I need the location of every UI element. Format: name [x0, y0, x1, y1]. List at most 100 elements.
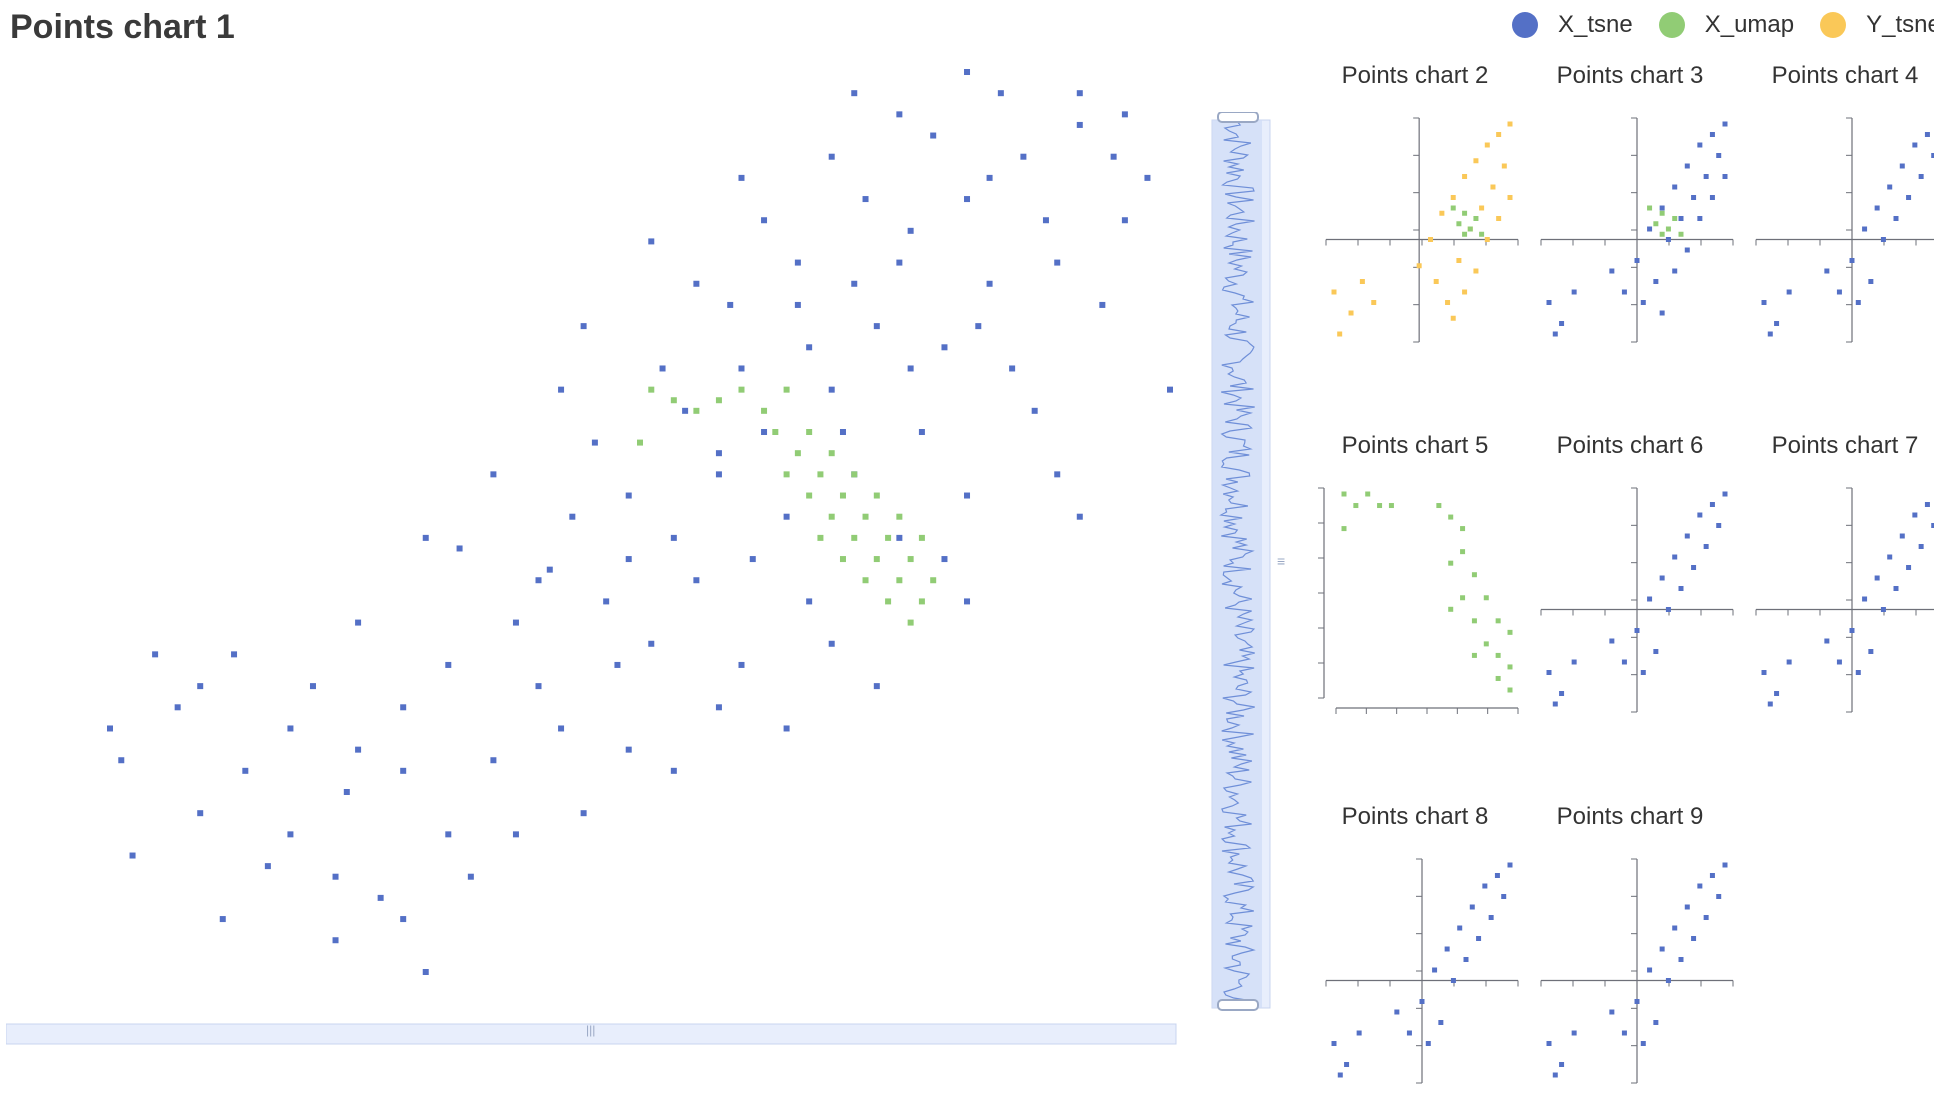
legend-item-y-tsne[interactable]: Y_tsne: [1820, 11, 1934, 39]
data-point: [1559, 321, 1564, 326]
data-point: [1508, 630, 1513, 635]
thumbnail-chart-7[interactable]: Points chart 7: [1740, 432, 1934, 732]
data-point: [964, 598, 970, 604]
data-point: [817, 471, 823, 477]
vertical-datazoom-slider[interactable]: ≡: [1208, 112, 1288, 1012]
data-point: [1837, 660, 1842, 665]
data-point: [1672, 926, 1677, 931]
series-x-umap: [1342, 492, 1513, 693]
data-point: [1679, 586, 1684, 591]
data-point: [513, 831, 519, 837]
vertical-datazoom-handle-bottom[interactable]: [1218, 1000, 1258, 1010]
data-point: [784, 725, 790, 731]
data-point: [964, 69, 970, 75]
data-point: [648, 238, 654, 244]
data-point: [908, 556, 914, 562]
data-point: [287, 725, 293, 731]
data-point: [1077, 122, 1083, 128]
thumbnail-title: Points chart 8: [1310, 803, 1520, 831]
axes: [1318, 488, 1518, 714]
data-point: [1691, 195, 1696, 200]
data-point: [829, 641, 835, 647]
data-point: [1122, 111, 1128, 117]
main-scatter-chart[interactable]: [0, 50, 1190, 1020]
data-point: [547, 567, 553, 573]
data-point: [1697, 143, 1702, 148]
thumbnail-chart-3[interactable]: Points chart 3: [1525, 62, 1735, 362]
data-point: [919, 598, 925, 604]
vertical-datazoom-grip-icon[interactable]: ≡: [1277, 553, 1285, 569]
data-point: [1432, 968, 1437, 973]
data-point: [1925, 132, 1930, 137]
data-point: [784, 471, 790, 477]
data-point: [1906, 195, 1911, 200]
thumbnail-chart-5[interactable]: Points chart 5: [1310, 432, 1520, 732]
data-point: [1919, 544, 1924, 549]
data-point: [1553, 1073, 1558, 1078]
data-point: [1451, 195, 1456, 200]
data-point: [930, 577, 936, 583]
thumbnail-chart-2[interactable]: Points chart 2: [1310, 62, 1520, 362]
thumbnail-chart-8[interactable]: Points chart 8: [1310, 803, 1520, 1103]
data-point: [1479, 206, 1484, 211]
data-point: [1496, 653, 1501, 658]
data-point: [738, 365, 744, 371]
data-point: [829, 387, 835, 393]
data-point: [1710, 502, 1715, 507]
data-point: [1438, 1020, 1443, 1025]
data-point: [603, 598, 609, 604]
data-point: [1508, 122, 1513, 127]
data-point: [1020, 154, 1026, 160]
thumbnail-scatter-5: [1310, 474, 1520, 724]
data-point: [1360, 279, 1365, 284]
axes: [1541, 118, 1733, 342]
data-point: [1647, 597, 1652, 602]
thumbnail-chart-6[interactable]: Points chart 6: [1525, 432, 1735, 732]
data-point: [829, 154, 835, 160]
data-point: [107, 725, 113, 731]
data-point: [1496, 676, 1501, 681]
horizontal-datazoom-grip-icon[interactable]: |||: [586, 1023, 595, 1037]
data-point: [738, 387, 744, 393]
data-point: [1451, 316, 1456, 321]
data-point: [863, 577, 869, 583]
data-point: [1912, 143, 1917, 148]
data-point: [1470, 905, 1475, 910]
data-point: [1672, 269, 1677, 274]
data-point: [1501, 894, 1506, 899]
data-point: [1660, 232, 1665, 237]
vertical-datazoom-handle-top[interactable]: [1218, 112, 1258, 122]
data-point: [1641, 670, 1646, 675]
data-point: [1666, 978, 1671, 983]
data-point: [1547, 670, 1552, 675]
data-point: [569, 514, 575, 520]
data-point: [1635, 999, 1640, 1004]
thumbnail-chart-9[interactable]: Points chart 9: [1525, 803, 1735, 1103]
data-point: [1462, 232, 1467, 237]
data-point: [333, 937, 339, 943]
data-point: [896, 577, 902, 583]
data-point: [1862, 227, 1867, 232]
data-point: [919, 535, 925, 541]
data-point: [1342, 526, 1347, 531]
data-point: [987, 281, 993, 287]
horizontal-datazoom-slider[interactable]: |||: [6, 1022, 1178, 1045]
data-point: [231, 651, 237, 657]
data-point: [592, 440, 598, 446]
thumbnail-chart-4[interactable]: Points chart 4: [1740, 62, 1934, 362]
data-point: [1553, 702, 1558, 707]
thumbnail-title: Points chart 5: [1310, 432, 1520, 460]
legend-item-x-umap[interactable]: X_umap: [1659, 11, 1794, 39]
axes: [1756, 118, 1934, 342]
data-point: [908, 228, 914, 234]
thumbnail-scatter-9: [1525, 845, 1735, 1095]
data-point: [1426, 1041, 1431, 1046]
data-point: [1099, 302, 1105, 308]
data-point: [197, 810, 203, 816]
data-point: [400, 704, 406, 710]
legend-item-x-tsne[interactable]: X_tsne: [1512, 11, 1633, 39]
data-point: [1691, 936, 1696, 941]
data-point: [1647, 227, 1652, 232]
data-point: [671, 535, 677, 541]
data-point: [885, 535, 891, 541]
